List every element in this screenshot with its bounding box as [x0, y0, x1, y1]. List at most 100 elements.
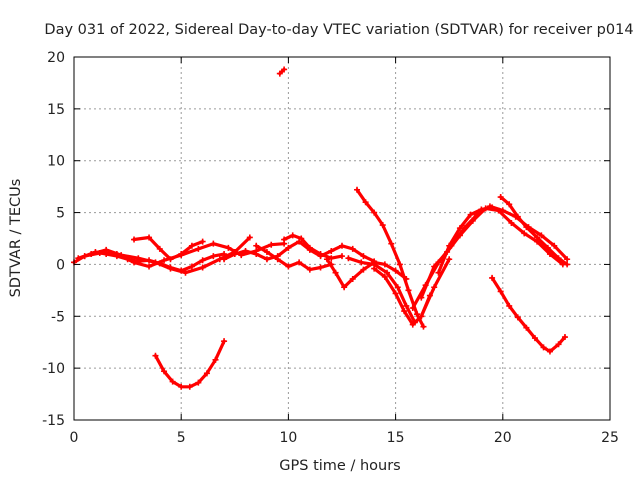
data-point [285, 263, 292, 270]
data-point [146, 234, 153, 241]
data-point [418, 294, 425, 301]
series-line [153, 339, 226, 389]
data-point [113, 251, 120, 258]
data-point [221, 338, 228, 345]
data-point [514, 314, 521, 321]
data-point [531, 335, 538, 342]
x-tick-label: 25 [601, 430, 619, 446]
data-point [362, 199, 369, 206]
data-point [199, 238, 206, 245]
series-line [419, 206, 565, 300]
data-point [298, 235, 305, 242]
data-point [534, 234, 541, 241]
data-point [358, 259, 365, 266]
data-point [75, 255, 82, 262]
data-point [561, 334, 568, 341]
data-point [354, 186, 361, 193]
data-point [341, 284, 348, 291]
series-track-05 [152, 338, 228, 390]
y-tick-label: 5 [56, 206, 65, 222]
data-point [306, 266, 313, 273]
data-point [409, 304, 416, 311]
data-point [212, 356, 219, 363]
data-point [521, 230, 528, 237]
data-point [388, 240, 395, 247]
data-point [345, 255, 352, 262]
data-point [435, 269, 442, 276]
data-point [285, 244, 292, 251]
data-point [409, 321, 416, 328]
data-point [497, 194, 504, 201]
data-point [167, 256, 174, 263]
data-point [540, 344, 547, 351]
data-point [263, 256, 270, 263]
data-point [289, 232, 296, 239]
data-point [131, 236, 138, 243]
data-point [188, 242, 195, 249]
y-tick-label: 0 [56, 257, 65, 273]
data-point [195, 245, 202, 252]
data-point [564, 256, 571, 263]
data-point [203, 370, 210, 377]
data-series-group [71, 66, 571, 390]
data-point [420, 323, 427, 330]
data-point [508, 219, 515, 226]
series-track-09 [281, 232, 345, 262]
data-point [523, 324, 530, 331]
data-point [274, 256, 281, 263]
data-point [182, 269, 189, 276]
data-point [296, 259, 303, 266]
data-point [281, 66, 288, 73]
data-point [221, 256, 228, 263]
data-point [401, 308, 408, 315]
data-point [506, 302, 513, 309]
data-point [414, 311, 421, 318]
series-track-03 [81, 240, 288, 270]
data-point [544, 244, 551, 251]
data-point [394, 284, 401, 291]
data-point [161, 368, 168, 375]
data-point [317, 264, 324, 271]
data-point [523, 224, 530, 231]
x-tick-label: 0 [70, 430, 79, 446]
x-tick-label: 10 [279, 430, 297, 446]
series-track-18 [489, 274, 568, 355]
series-line [372, 257, 451, 327]
data-point [339, 253, 345, 260]
data-point [456, 232, 463, 239]
data-point [135, 255, 142, 262]
series-track-13 [371, 256, 453, 328]
data-point [371, 209, 378, 216]
data-point [446, 242, 453, 249]
data-point [349, 275, 356, 282]
data-point [328, 247, 335, 254]
data-point [360, 253, 367, 260]
data-point [188, 263, 195, 270]
data-point [156, 245, 163, 252]
series-track-06 [276, 66, 288, 77]
data-point [169, 378, 176, 385]
y-axis-tick-labels: -15 -10 -5 0 5 10 15 20 [42, 50, 65, 429]
data-point [489, 204, 496, 211]
data-point [546, 348, 553, 355]
data-point [328, 255, 335, 262]
data-point [392, 267, 399, 274]
data-point [489, 274, 496, 281]
y-tick-label: -10 [42, 361, 65, 377]
data-point [323, 256, 330, 263]
data-point [317, 251, 324, 258]
y-tick-label: 15 [47, 102, 65, 118]
chart-title: Day 031 of 2022, Sidereal Day-to-day VTE… [44, 22, 633, 38]
data-point [161, 257, 168, 264]
series-track-16 [435, 204, 496, 276]
data-point [210, 253, 217, 260]
data-point [538, 232, 545, 239]
data-point [396, 261, 403, 268]
x-tick-label: 5 [177, 430, 186, 446]
data-point [199, 257, 206, 264]
data-point [210, 240, 217, 247]
data-point [431, 263, 438, 270]
data-point [281, 236, 288, 243]
x-tick-label: 15 [387, 430, 405, 446]
